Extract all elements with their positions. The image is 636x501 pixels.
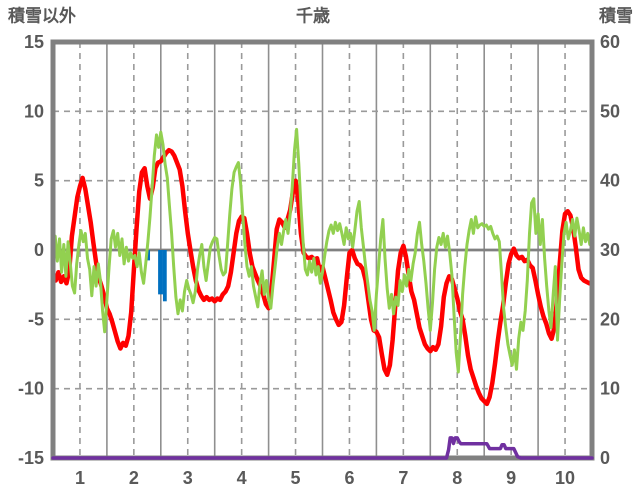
left-axis-tick-label: 5 — [34, 171, 44, 191]
chart-title: 千歳 — [296, 6, 330, 26]
right-axis-tick-label: 50 — [600, 101, 620, 121]
right-axis-tick-label: 10 — [600, 379, 620, 399]
right-axis-tick-label: 60 — [600, 32, 620, 52]
right-axis-tick-label: 0 — [600, 448, 610, 468]
x-axis-tick-label: 7 — [398, 468, 408, 488]
left-axis-title: 積雪以外 — [8, 6, 76, 26]
left-axis-tick-label: 10 — [24, 101, 44, 121]
x-axis-tick-label: 4 — [237, 468, 247, 488]
x-axis-tick-label: 5 — [291, 468, 301, 488]
left-axis-tick-label: -15 — [18, 448, 44, 468]
x-axis-tick-label: 8 — [452, 468, 462, 488]
right-axis-tick-label: 30 — [600, 240, 620, 260]
right-axis-tick-label: 40 — [600, 171, 620, 191]
x-axis-tick-label: 2 — [129, 468, 139, 488]
left-axis-tick-label: -10 — [18, 379, 44, 399]
green-line — [55, 127, 590, 374]
right-axis-title: 積雪 — [599, 6, 633, 26]
x-axis-tick-label: 10 — [555, 468, 575, 488]
purple-line — [51, 436, 594, 460]
left-axis-tick-label: 0 — [34, 240, 44, 260]
right-axis-tick-label: 20 — [600, 309, 620, 329]
series-layer — [55, 127, 590, 407]
blue-bars-bar — [162, 250, 167, 302]
x-axis-tick-label: 6 — [344, 468, 354, 488]
left-axis-tick-label: -5 — [28, 309, 44, 329]
x-axis-tick-label: 9 — [506, 468, 516, 488]
snow-series-layer — [51, 436, 594, 460]
left-axis-tick-label: 15 — [24, 32, 44, 52]
x-axis-tick-label: 1 — [75, 468, 85, 488]
x-axis-tick-label: 3 — [183, 468, 193, 488]
blue-bars-bar — [158, 250, 163, 295]
